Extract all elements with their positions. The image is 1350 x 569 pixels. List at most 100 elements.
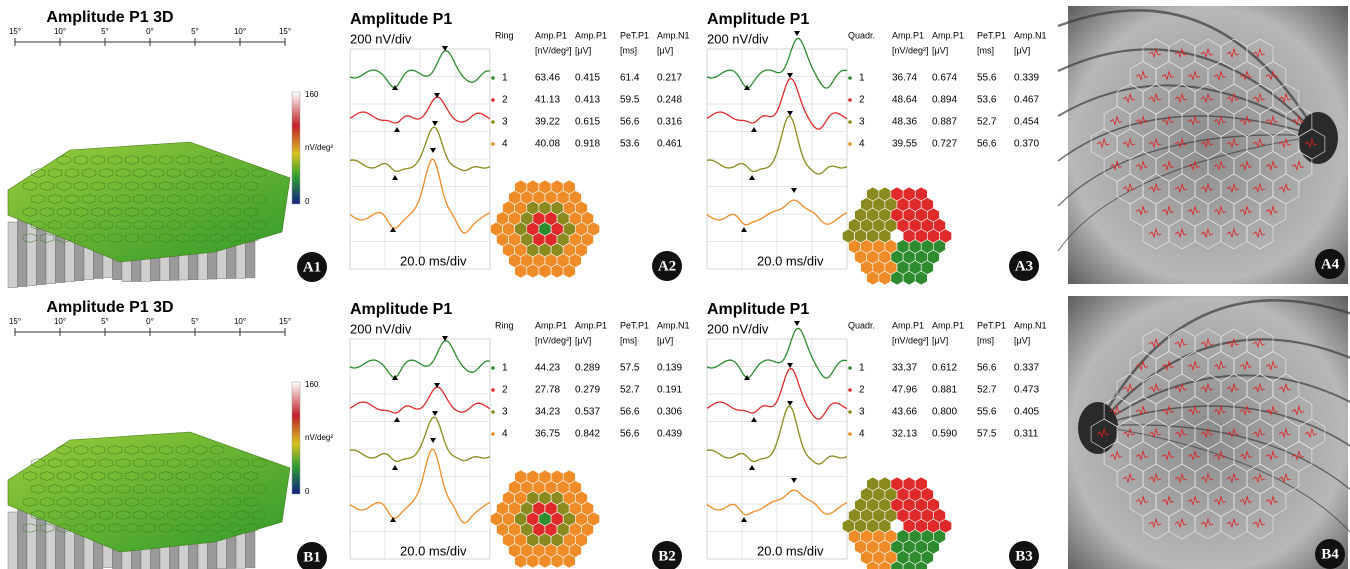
panel-fundus: A4 bbox=[1058, 6, 1348, 284]
peak-marker bbox=[432, 411, 438, 416]
scale-tick-label: 10° bbox=[54, 27, 66, 36]
cell: 0.439 bbox=[657, 429, 682, 440]
header-unit: [μV] bbox=[1014, 45, 1030, 55]
cell: 55.6 bbox=[977, 73, 997, 84]
cell: 52.7 bbox=[977, 385, 997, 396]
cell: 0.405 bbox=[1014, 407, 1039, 418]
cell: 0.727 bbox=[932, 139, 957, 150]
row-bullet bbox=[848, 366, 852, 370]
header: Amp.N1 bbox=[1014, 30, 1047, 40]
header: Amp.P1 bbox=[932, 320, 964, 330]
header-unit: [μV] bbox=[575, 335, 591, 345]
peak-marker bbox=[432, 121, 438, 126]
cell: 0.461 bbox=[657, 139, 682, 150]
peak-marker bbox=[791, 478, 797, 483]
cell: 0.413 bbox=[575, 95, 600, 106]
scale-tick-label: 10° bbox=[54, 317, 66, 326]
trough-marker bbox=[392, 465, 398, 470]
cell: 39.55 bbox=[892, 139, 917, 150]
surface-wall bbox=[18, 510, 28, 569]
cell: 56.6 bbox=[620, 407, 640, 418]
cell: 1 bbox=[502, 73, 508, 84]
scale-tick-label: 0° bbox=[146, 317, 154, 326]
header: Amp.N1 bbox=[657, 30, 690, 40]
scale-tick-label: 5° bbox=[191, 317, 199, 326]
cell: 53.6 bbox=[620, 139, 640, 150]
row-bullet bbox=[491, 388, 495, 392]
cell: 0.415 bbox=[575, 73, 600, 84]
cell: 1 bbox=[859, 73, 865, 84]
cell: 0.316 bbox=[657, 117, 682, 128]
scale-tick-label: 5° bbox=[101, 27, 109, 36]
row-bullet bbox=[491, 432, 495, 436]
header: Quadr. bbox=[848, 30, 875, 40]
cell: 40.08 bbox=[535, 139, 560, 150]
panel-label: A4 bbox=[1321, 256, 1340, 272]
colorbar bbox=[292, 92, 300, 204]
panel-quadrant: Amplitude P1200 nV/div20.0 ms/divQuadr.A… bbox=[707, 301, 1047, 569]
header: Quadr. bbox=[848, 320, 875, 330]
colorbar-label: 160 bbox=[305, 90, 319, 99]
scale-tick-label: 5° bbox=[101, 317, 109, 326]
row-bullet bbox=[491, 76, 495, 80]
header: PeT.P1 bbox=[620, 320, 649, 330]
panel-label: A3 bbox=[1015, 258, 1033, 274]
cell: 3 bbox=[859, 117, 865, 128]
header-unit: [nV/deg²] bbox=[535, 45, 572, 55]
header: Amp.P1 bbox=[932, 30, 964, 40]
panel-title: Amplitude P1 3D bbox=[46, 299, 173, 316]
panel-3d: Amplitude P1 3D15°10°5°0°5°10°15°160nV/d… bbox=[8, 9, 333, 287]
cell: 0.842 bbox=[575, 429, 600, 440]
header: PeT.P1 bbox=[977, 30, 1006, 40]
cell: 2 bbox=[859, 385, 865, 396]
x-scale: 20.0 ms/div bbox=[757, 253, 824, 268]
colorbar-label: 0 bbox=[305, 487, 310, 496]
optic-disc bbox=[1298, 112, 1338, 164]
cell: 59.5 bbox=[620, 95, 640, 106]
panel-label: B1 bbox=[303, 549, 321, 565]
cell: 56.6 bbox=[620, 117, 640, 128]
cell: 0.918 bbox=[575, 139, 600, 150]
figure: Amplitude P1 3D15°10°5°0°5°10°15°160nV/d… bbox=[0, 0, 1350, 569]
row-bullet bbox=[848, 98, 852, 102]
header: Amp.P1 bbox=[892, 320, 924, 330]
panel-quadrant: Amplitude P1200 nV/div20.0 ms/divQuadr.A… bbox=[707, 11, 1047, 285]
peak-marker bbox=[430, 438, 436, 443]
panel-label: A1 bbox=[303, 259, 321, 275]
header: Amp.P1 bbox=[535, 320, 567, 330]
row-bullet bbox=[491, 120, 495, 124]
row-bullet bbox=[848, 76, 852, 80]
row-bullet bbox=[491, 410, 495, 414]
cell: 52.7 bbox=[977, 117, 997, 128]
cell: 0.612 bbox=[932, 363, 957, 374]
colorbar-label: 160 bbox=[305, 380, 319, 389]
header-unit: [μV] bbox=[932, 45, 948, 55]
colorbar-label: nV/deg² bbox=[305, 143, 333, 152]
scale-tick-label: 15° bbox=[279, 27, 291, 36]
cell: 0.473 bbox=[1014, 385, 1039, 396]
cell: 0.248 bbox=[657, 95, 682, 106]
panel-label: B3 bbox=[1015, 548, 1033, 564]
panel-3d: Amplitude P1 3D15°10°5°0°5°10°15°160nV/d… bbox=[8, 299, 333, 569]
surface-wall bbox=[18, 220, 28, 287]
surface-wall bbox=[8, 512, 18, 569]
row-bullet bbox=[491, 366, 495, 370]
scale-tick-label: 10° bbox=[234, 317, 246, 326]
header: Amp.N1 bbox=[657, 320, 690, 330]
cell: 0.674 bbox=[932, 73, 957, 84]
cell: 1 bbox=[502, 363, 508, 374]
cell: 41.13 bbox=[535, 95, 560, 106]
cell: 0.139 bbox=[657, 363, 682, 374]
scale-tick-label: 0° bbox=[146, 27, 154, 36]
cell: 56.6 bbox=[977, 139, 997, 150]
header: PeT.P1 bbox=[977, 320, 1006, 330]
cell: 55.6 bbox=[977, 407, 997, 418]
cell: 63.46 bbox=[535, 73, 560, 84]
panel-title: Amplitude P1 bbox=[350, 301, 452, 318]
cell: 53.6 bbox=[977, 95, 997, 106]
y-scale: 200 nV/div bbox=[707, 31, 769, 46]
cell: 3 bbox=[502, 117, 508, 128]
trough-marker bbox=[394, 417, 400, 422]
header-unit: [μV] bbox=[575, 45, 591, 55]
panel-title: Amplitude P1 3D bbox=[46, 9, 173, 26]
